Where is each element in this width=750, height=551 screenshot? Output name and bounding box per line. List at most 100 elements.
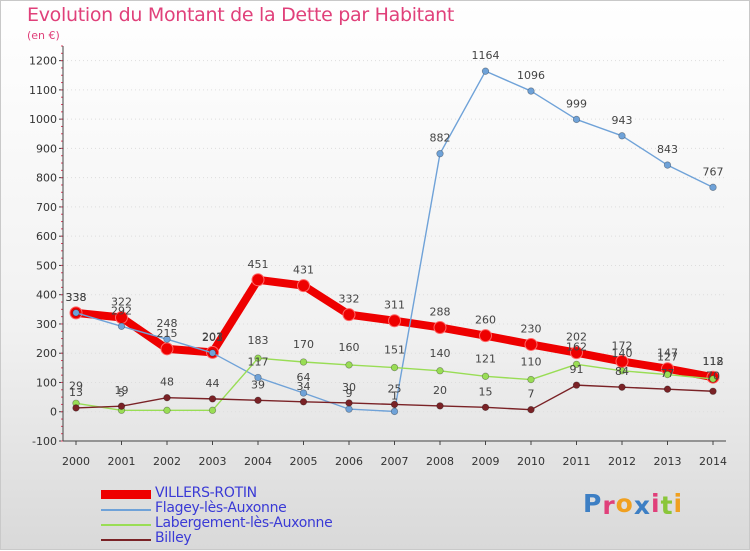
data-point: [390, 400, 399, 409]
data-point: [299, 398, 308, 406]
data-point: [524, 337, 538, 351]
y-tick-label: 1000: [29, 113, 57, 126]
y-tick-label: 200: [36, 347, 57, 360]
data-point: [297, 279, 310, 293]
x-tick-label: 2006: [335, 455, 363, 468]
y-tick-label: -100: [32, 435, 57, 448]
axes: -100 0 100 200 300 400 500 600 700 800 900 1000 1100…: [29, 45, 727, 468]
legend-swatch: [101, 524, 151, 526]
data-point: [663, 385, 672, 393]
data-point: [390, 363, 399, 372]
chart-title: Evolution du Montant de la Dette par Hab…: [27, 4, 455, 26]
x-tick-label: 2003: [199, 455, 227, 468]
data-label: 260: [475, 314, 496, 327]
y-tick-label: 500: [36, 259, 57, 272]
chart-subtitle: (en €): [27, 29, 60, 42]
y-tick-label: 1200: [29, 55, 57, 68]
y-tick-label: 600: [36, 230, 57, 243]
data-label: 332: [339, 293, 360, 306]
data-point: [345, 405, 353, 413]
x-tick-label: 2012: [608, 455, 636, 468]
data-label: 110: [521, 356, 542, 369]
data-point: [618, 383, 626, 391]
data-point: [254, 354, 262, 362]
data-label: 25: [388, 382, 402, 395]
data-label: 118: [703, 355, 724, 368]
legend-label: Labergement-lès-Auxonne: [155, 515, 333, 531]
data-label: 288: [430, 305, 451, 318]
data-point: [345, 399, 353, 407]
y-tick-label: 100: [36, 376, 57, 389]
data-point: [572, 115, 581, 124]
data-label: 292: [111, 304, 132, 317]
data-label: 1164: [472, 49, 500, 62]
data-point: [163, 406, 171, 414]
data-label: 201: [202, 331, 223, 344]
x-tick-label: 2008: [426, 455, 454, 468]
data-point: [709, 375, 717, 383]
legend-label: Flagey-lès-Auxonne: [155, 500, 287, 516]
data-label: 48: [160, 376, 174, 389]
data-point: [663, 370, 672, 379]
data-point: [117, 322, 126, 330]
x-tick-label: 2005: [290, 455, 318, 468]
data-point: [436, 367, 444, 375]
data-label: 311: [384, 299, 405, 312]
data-point: [436, 402, 444, 410]
data-label: 1096: [517, 69, 545, 82]
data-point: [709, 183, 717, 191]
data-label: 170: [293, 338, 314, 351]
data-label: 1: [391, 389, 398, 402]
data-label: 29: [69, 379, 83, 392]
data-label: 70: [706, 369, 720, 382]
data-label: 30: [342, 381, 356, 394]
data-label: 202: [566, 331, 587, 344]
data-label: 5: [118, 386, 125, 399]
data-point: [299, 358, 308, 366]
data-point: [251, 273, 265, 287]
data-label: 203: [202, 330, 223, 343]
data-label: 15: [479, 385, 493, 398]
data-label: 19: [115, 384, 129, 397]
y-tick-label: 400: [36, 289, 57, 302]
data-point: [345, 361, 353, 369]
x-tick-label: 2001: [108, 455, 136, 468]
data-point: [342, 308, 356, 322]
data-label: 112: [703, 355, 724, 368]
data-label: 767: [703, 165, 724, 178]
data-label: 77: [661, 367, 675, 380]
data-point: [72, 309, 80, 317]
data-label: 230: [521, 322, 542, 335]
grid-lines: [63, 60, 726, 442]
x-tick-label: 2009: [472, 455, 500, 468]
y-tick-label: 700: [36, 201, 57, 214]
data-point: [208, 349, 217, 357]
data-label: 943: [612, 114, 633, 127]
data-label: 9: [346, 387, 353, 400]
data-label: 172: [612, 339, 633, 352]
data-label: 431: [293, 264, 314, 277]
data-label: 160: [339, 341, 360, 354]
data-point: [163, 394, 171, 402]
data-point: [160, 342, 174, 356]
data-label: 91: [570, 363, 584, 376]
data-point: [618, 367, 626, 375]
data-point: [615, 354, 629, 368]
data-label: 44: [206, 377, 220, 390]
legend-swatch: [101, 539, 151, 541]
data-label: 162: [566, 340, 587, 353]
x-tick-label: 2004: [244, 455, 272, 468]
series-group: [69, 67, 720, 416]
data-point: [527, 375, 535, 384]
data-point: [481, 67, 490, 75]
legend-swatch: [101, 490, 151, 499]
data-label: 999: [566, 97, 587, 110]
data-point: [663, 161, 672, 169]
data-label: 338: [66, 291, 87, 304]
y-tick-label: 1100: [29, 84, 57, 97]
x-tick-label: 2010: [517, 455, 545, 468]
legend-label: VILLERS-ROTIN: [155, 485, 257, 501]
